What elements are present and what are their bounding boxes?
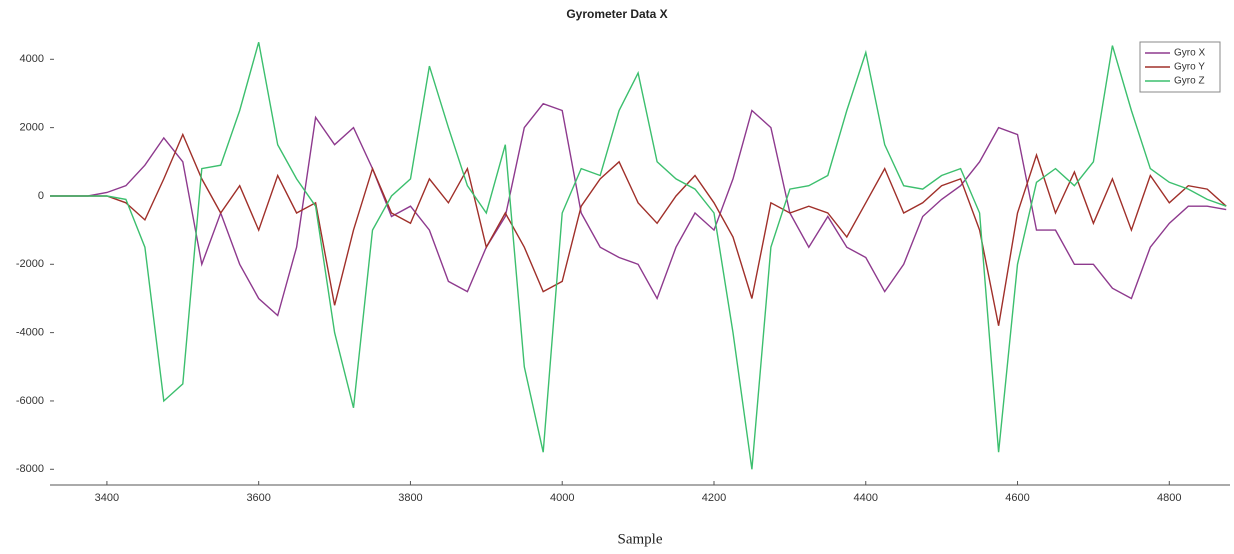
chart-title: Gyrometer Data X [566, 7, 667, 21]
legend-label: Gyro Z [1174, 76, 1205, 87]
legend-label: Gyro Y [1174, 62, 1205, 73]
x-tick-label: 3800 [398, 492, 422, 504]
y-tick-label: 0 [38, 190, 44, 202]
series-line [50, 42, 1226, 469]
chart: Gyrometer Data X Sample -8000 -6000 -4000 -… [0, 0, 1234, 554]
y-tick-label: -4000 [16, 327, 44, 339]
y-tick-label: -2000 [16, 258, 44, 270]
legend-label: Gyro X [1174, 48, 1205, 59]
x-tick-label: 4400 [854, 492, 878, 504]
x-tick-label: 4800 [1157, 492, 1181, 504]
y-tick-label: 4000 [20, 53, 44, 65]
x-tick-label: 3400 [95, 492, 119, 504]
x-tick-label: 4200 [702, 492, 726, 504]
y-tick-label: -8000 [16, 463, 44, 475]
y-tick-label: -6000 [16, 395, 44, 407]
x-tick-label: 4000 [550, 492, 574, 504]
y-tick-label: 2000 [20, 122, 44, 134]
x-tick-label: 3600 [246, 492, 270, 504]
x-tick-label: 4600 [1005, 492, 1029, 504]
x-axis-label: Sample [618, 531, 663, 547]
series-line [50, 104, 1226, 316]
